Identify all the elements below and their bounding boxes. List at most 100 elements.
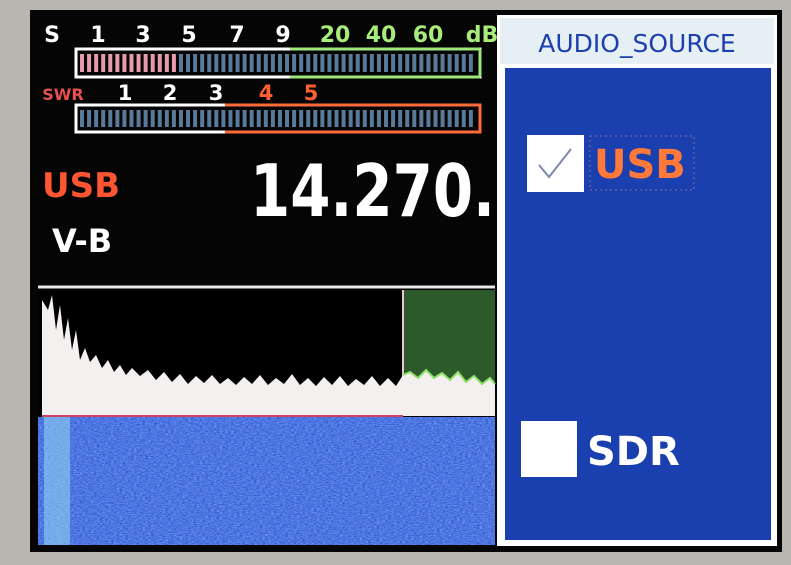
s-meter-segment [115, 54, 120, 72]
swr-meter-segment [277, 110, 282, 127]
s-meter-segment [306, 54, 311, 72]
swr-meter-segment [249, 110, 254, 127]
swr-meter-label: 4 [259, 81, 274, 105]
s-meter-segment [143, 54, 148, 72]
swr-meter-segment [150, 110, 155, 127]
s-meter-segment [186, 54, 191, 72]
swr-meter-segment [157, 110, 162, 127]
swr-meter-segment [320, 110, 325, 127]
s-meter-segment [292, 54, 297, 72]
swr-meter-segment [94, 110, 99, 127]
s-meter-segment [178, 54, 183, 72]
focus-outline [589, 135, 695, 191]
swr-meter-segment [115, 110, 120, 127]
passband-trace [402, 368, 496, 386]
checkmark [538, 148, 572, 179]
s-meter-label: 3 [135, 23, 150, 48]
mode: USB [42, 166, 120, 206]
s-meter-segment [369, 54, 374, 72]
swr-meter-segment [285, 110, 290, 127]
s-meter-segment [214, 54, 219, 72]
s-meter-segment [200, 54, 205, 72]
swr-meter-segment [398, 110, 403, 127]
waterfall-noise [38, 417, 495, 545]
option-label[interactable]: SDR [587, 429, 680, 475]
swr-meter-segment [405, 110, 410, 127]
s-meter-segment [426, 54, 431, 72]
s-meter-segment [398, 54, 403, 72]
s-meter-segment [440, 54, 445, 72]
swr-meter-segment [348, 110, 353, 127]
s-meter-segment [157, 54, 162, 72]
swr-meter-segment [433, 110, 438, 127]
s-meter-segment [391, 54, 396, 72]
swr-meter-segment [454, 110, 459, 127]
swr-meter-segment [122, 110, 127, 127]
swr-meter-segment [412, 110, 417, 127]
swr-meter-segment [235, 110, 240, 127]
s-meter-segment [207, 54, 212, 72]
swr-meter-segment [228, 110, 233, 127]
swr-meter-segment [221, 110, 226, 127]
swr-meter-segment [447, 110, 452, 127]
frequency: 14.270. [250, 149, 495, 233]
s-meter-segment [299, 54, 304, 72]
s-meter-segment [228, 54, 233, 72]
waterfall-edge [44, 417, 70, 545]
option-label[interactable]: USB [594, 142, 686, 188]
swr-meter-label: 2 [163, 81, 178, 105]
swr-meter-segment [369, 110, 374, 127]
swr-meter-segment [419, 110, 424, 127]
s-meter-segment [263, 54, 268, 72]
s-meter-label: 20 [320, 23, 351, 48]
s-meter-label: S [44, 23, 60, 48]
s-meter-segment [327, 54, 332, 72]
s-meter-segment [249, 54, 254, 72]
s-meter-segment [171, 54, 176, 72]
swr-meter-segment [171, 110, 176, 127]
s-meter-segment [461, 54, 466, 72]
swr-meter-segment [200, 110, 205, 127]
vfo: V-B [52, 222, 112, 260]
s-meter-segment [221, 54, 226, 72]
s-meter-segment [94, 54, 99, 72]
swr-meter-label: SWR [42, 85, 84, 104]
s-meter-segment [447, 54, 452, 72]
swr-meter-segment [136, 110, 141, 127]
swr-meter-segment [263, 110, 268, 127]
swr-meter-segment [101, 110, 106, 127]
swr-meter-segment [143, 110, 148, 127]
swr-meter-segment [242, 110, 247, 127]
s-meter-segment [355, 54, 360, 72]
swr-meter-segment [292, 110, 297, 127]
swr-meter-segment [306, 110, 311, 127]
swr-meter-segment [461, 110, 466, 127]
s-meter-segment [405, 54, 410, 72]
s-meter-segment [277, 54, 282, 72]
checkbox[interactable] [521, 421, 577, 477]
dialog-titlebar [500, 18, 774, 64]
s-meter-segment [454, 54, 459, 72]
swr-meter-segment [426, 110, 431, 127]
swr-meter-segment [299, 110, 304, 127]
s-meter-segment [419, 54, 424, 72]
swr-meter-label: 1 [118, 81, 133, 105]
s-meter-label: 9 [275, 23, 290, 48]
s-meter-segment [87, 54, 92, 72]
checkbox[interactable] [527, 135, 584, 192]
swr-meter-segment [214, 110, 219, 127]
s-meter-segment [136, 54, 141, 72]
s-meter-segment [313, 54, 318, 72]
s-meter-segment [412, 54, 417, 72]
swr-meter-segment [193, 110, 198, 127]
swr-meter-segment [270, 110, 275, 127]
s-meter-segment [101, 54, 106, 72]
swr-meter-segment [164, 110, 169, 127]
swr-meter-segment [256, 110, 261, 127]
s-meter-segment [150, 54, 155, 72]
swr-meter-segment [313, 110, 318, 127]
s-meter-segment [256, 54, 261, 72]
s-meter-segment [193, 54, 198, 72]
s-meter-segment [80, 54, 84, 72]
s-meter-segment [362, 54, 367, 72]
